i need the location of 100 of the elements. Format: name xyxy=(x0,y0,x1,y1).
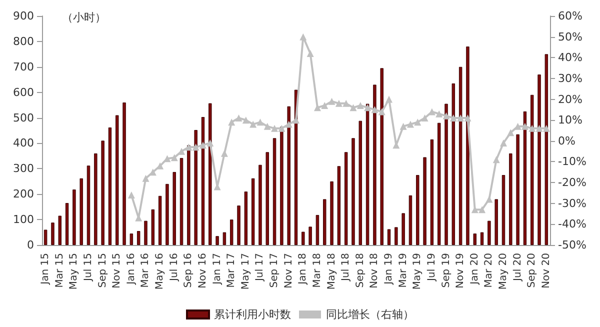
bar xyxy=(323,199,326,245)
bar xyxy=(494,199,498,245)
bar xyxy=(473,234,476,245)
bar xyxy=(408,195,412,245)
x-tick-label: May 20 xyxy=(498,253,509,290)
point xyxy=(364,104,372,112)
point xyxy=(507,129,514,136)
point xyxy=(400,122,407,130)
point xyxy=(192,144,200,151)
point xyxy=(321,102,328,110)
point xyxy=(271,124,278,132)
bar xyxy=(216,236,219,245)
bar xyxy=(437,122,441,245)
bar xyxy=(466,46,470,245)
legend-label: 同比增长（右轴） xyxy=(326,308,414,321)
bar xyxy=(358,120,362,245)
x-tick-label: Jan 19 xyxy=(384,253,395,286)
bar xyxy=(530,94,534,245)
x-tick-label: Nov 16 xyxy=(197,253,208,288)
bar xyxy=(287,106,290,245)
bar xyxy=(122,102,126,245)
x-tick-label: Nov 20 xyxy=(540,253,552,288)
point xyxy=(478,206,486,214)
x-tick-label: Jan 16 xyxy=(126,253,137,286)
bar xyxy=(258,164,262,245)
bar xyxy=(237,206,240,245)
point xyxy=(414,118,422,126)
bar xyxy=(337,166,341,245)
x-tick-label: Sep 18 xyxy=(354,253,366,288)
bar xyxy=(488,220,491,245)
point xyxy=(442,112,450,120)
bar xyxy=(151,209,155,245)
y2-tick-label: 60% xyxy=(558,10,582,22)
bar xyxy=(108,127,112,245)
point xyxy=(206,139,214,146)
bar xyxy=(430,139,434,245)
x-tick-label: May 19 xyxy=(412,253,424,290)
x-tick-label: Nov 17 xyxy=(283,253,294,288)
bar xyxy=(344,152,348,245)
point xyxy=(228,118,236,126)
bar xyxy=(316,214,320,245)
x-tick-label: Mar 16 xyxy=(140,253,152,288)
bar xyxy=(58,216,62,245)
y2-tick-label: 50% xyxy=(558,30,582,44)
point xyxy=(199,142,206,149)
y2-tick-label: 20% xyxy=(558,92,582,106)
y2-tick-label: -50% xyxy=(558,238,586,252)
bar xyxy=(480,232,484,245)
bar xyxy=(380,68,384,245)
point xyxy=(378,108,386,116)
point xyxy=(156,162,164,170)
y2-tick-label: 0% xyxy=(558,134,576,148)
bar xyxy=(158,196,162,245)
bar xyxy=(302,232,305,245)
point xyxy=(250,120,257,128)
y2-tick-label: 40% xyxy=(558,51,582,64)
bar xyxy=(366,104,370,245)
point xyxy=(242,116,250,124)
bar xyxy=(509,153,512,245)
point xyxy=(185,144,192,151)
point xyxy=(514,122,522,130)
bar xyxy=(387,229,391,245)
x-tick-label: Mar 15 xyxy=(54,253,66,288)
bar xyxy=(116,115,119,245)
y-tick-label: 300 xyxy=(13,162,34,176)
x-tick-label: Sep 15 xyxy=(97,253,108,288)
bar xyxy=(230,220,234,245)
point xyxy=(335,100,342,107)
bar xyxy=(44,230,48,245)
y-tick-label: 700 xyxy=(13,60,34,74)
point xyxy=(235,114,242,122)
annotation: （小时） xyxy=(62,11,106,24)
y-tick-label: 500 xyxy=(13,111,34,124)
point xyxy=(500,139,507,146)
point xyxy=(306,50,314,57)
y-tick-label: 100 xyxy=(13,213,34,226)
x-tick-label: Nov 19 xyxy=(455,253,466,288)
point xyxy=(278,124,286,132)
point xyxy=(342,100,350,107)
y2-tick-label: 30% xyxy=(558,72,582,85)
point xyxy=(521,122,528,130)
bar xyxy=(373,84,376,245)
x-tick-label: May 18 xyxy=(326,253,338,290)
bar xyxy=(352,138,355,245)
bar xyxy=(130,234,134,245)
point xyxy=(450,114,457,122)
bar xyxy=(144,220,148,245)
x-tick-label: Jul 16 xyxy=(168,253,180,282)
bar xyxy=(251,178,255,245)
point xyxy=(292,116,300,124)
bar xyxy=(502,175,506,245)
x-tick-label: Jan 20 xyxy=(469,253,480,286)
bar xyxy=(166,184,169,245)
bar xyxy=(402,213,405,245)
y2-tick-label: -20% xyxy=(558,176,586,190)
bar xyxy=(86,166,90,245)
x-tick-label: Nov 15 xyxy=(112,253,123,288)
x-tick-label: Jan 15 xyxy=(40,253,52,286)
bar xyxy=(394,227,398,245)
x-tick-label: Mar 20 xyxy=(484,253,495,288)
